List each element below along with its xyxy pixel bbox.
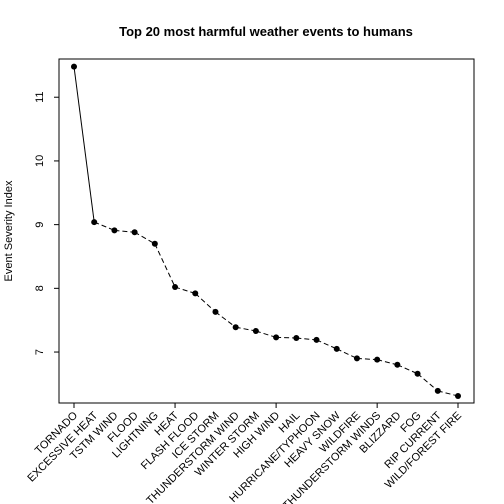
y-tick-label: 10 xyxy=(34,155,46,167)
data-point xyxy=(131,229,138,236)
data-point xyxy=(71,63,77,70)
data-point xyxy=(394,361,401,368)
line-segment xyxy=(255,330,277,338)
y-tick-label: 11 xyxy=(34,92,46,103)
line-segment xyxy=(336,348,358,359)
data-point xyxy=(232,324,239,331)
data-point xyxy=(434,387,441,394)
data-point xyxy=(172,284,179,291)
y-axis: 7 8 9 10 11 xyxy=(34,92,59,355)
line-segment xyxy=(235,326,256,332)
y-tick-label: 9 xyxy=(34,222,46,228)
data-point xyxy=(455,392,461,399)
line-segment xyxy=(417,373,439,392)
chart-title: Top 20 most harmful weather events to hu… xyxy=(119,24,413,39)
line-segment xyxy=(397,364,418,375)
line-segment xyxy=(437,390,459,397)
line-segment xyxy=(73,66,95,223)
line-segment xyxy=(154,243,176,288)
data-point xyxy=(353,355,360,362)
line-segment xyxy=(356,357,378,361)
data-point xyxy=(273,334,280,341)
y-tick-label: 7 xyxy=(34,349,46,355)
data-point xyxy=(212,308,219,315)
line-segment xyxy=(215,311,236,328)
y-tick-label: 8 xyxy=(34,285,46,291)
line-segment xyxy=(174,286,196,294)
plot-frame xyxy=(58,58,475,404)
data-point xyxy=(333,345,340,352)
data-points xyxy=(71,63,461,399)
line-segment xyxy=(296,337,317,341)
series-line xyxy=(73,66,459,397)
line-segment xyxy=(377,359,398,366)
line-segment xyxy=(114,229,135,233)
data-point xyxy=(192,290,199,297)
data-point xyxy=(293,335,300,342)
data-point xyxy=(374,356,381,363)
data-point xyxy=(252,328,259,335)
data-point xyxy=(111,227,118,234)
data-point xyxy=(313,336,320,343)
y-axis-label: Event Severity Index xyxy=(3,180,15,281)
line-segment xyxy=(194,293,216,313)
data-point xyxy=(414,370,421,377)
line-segment xyxy=(316,339,337,350)
line-segment xyxy=(94,221,115,231)
line-segment xyxy=(276,336,297,339)
data-point xyxy=(91,219,98,226)
data-point xyxy=(151,240,158,247)
line-segment xyxy=(134,231,156,245)
